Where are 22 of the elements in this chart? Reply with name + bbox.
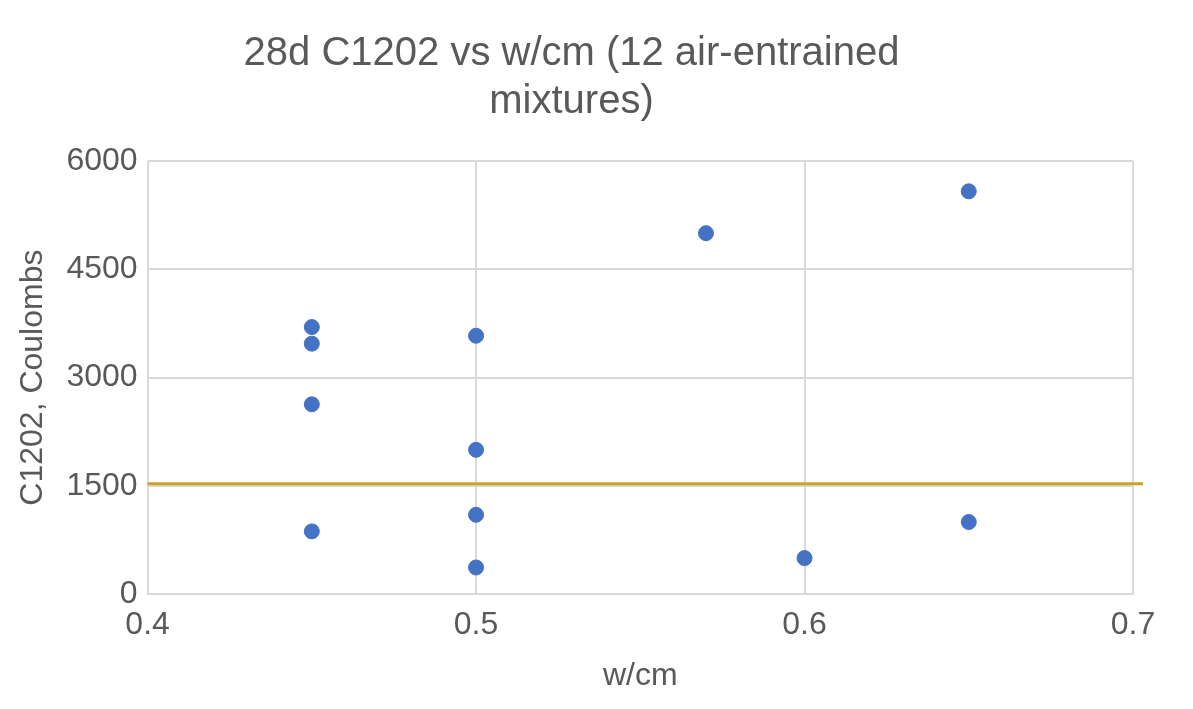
point [468,441,485,458]
point [468,506,485,523]
y-tick-label: 3000 [66,357,138,394]
y-axis-title: C1202, Coulombs [13,249,50,506]
point [960,514,977,530]
point [468,327,485,344]
x-tick-label: 0.5 [453,605,499,642]
y-tick-label: 1500 [66,465,138,502]
point [468,559,485,576]
x-tick-label: 0.6 [782,605,827,642]
point [960,183,977,200]
y-tick-label: 6000 [66,140,138,177]
x-tick-label: 0.7 [1110,605,1156,642]
y-tick-label: 4500 [66,249,138,286]
point [697,225,714,242]
point [303,523,320,540]
point [303,319,320,336]
point [796,550,813,567]
x-axis-title: w/cm [601,655,678,692]
point [303,335,320,352]
point [303,396,320,413]
chart-title: 28d C1202 vs w/cm (12 air-entrained mixtures) [243,29,900,122]
